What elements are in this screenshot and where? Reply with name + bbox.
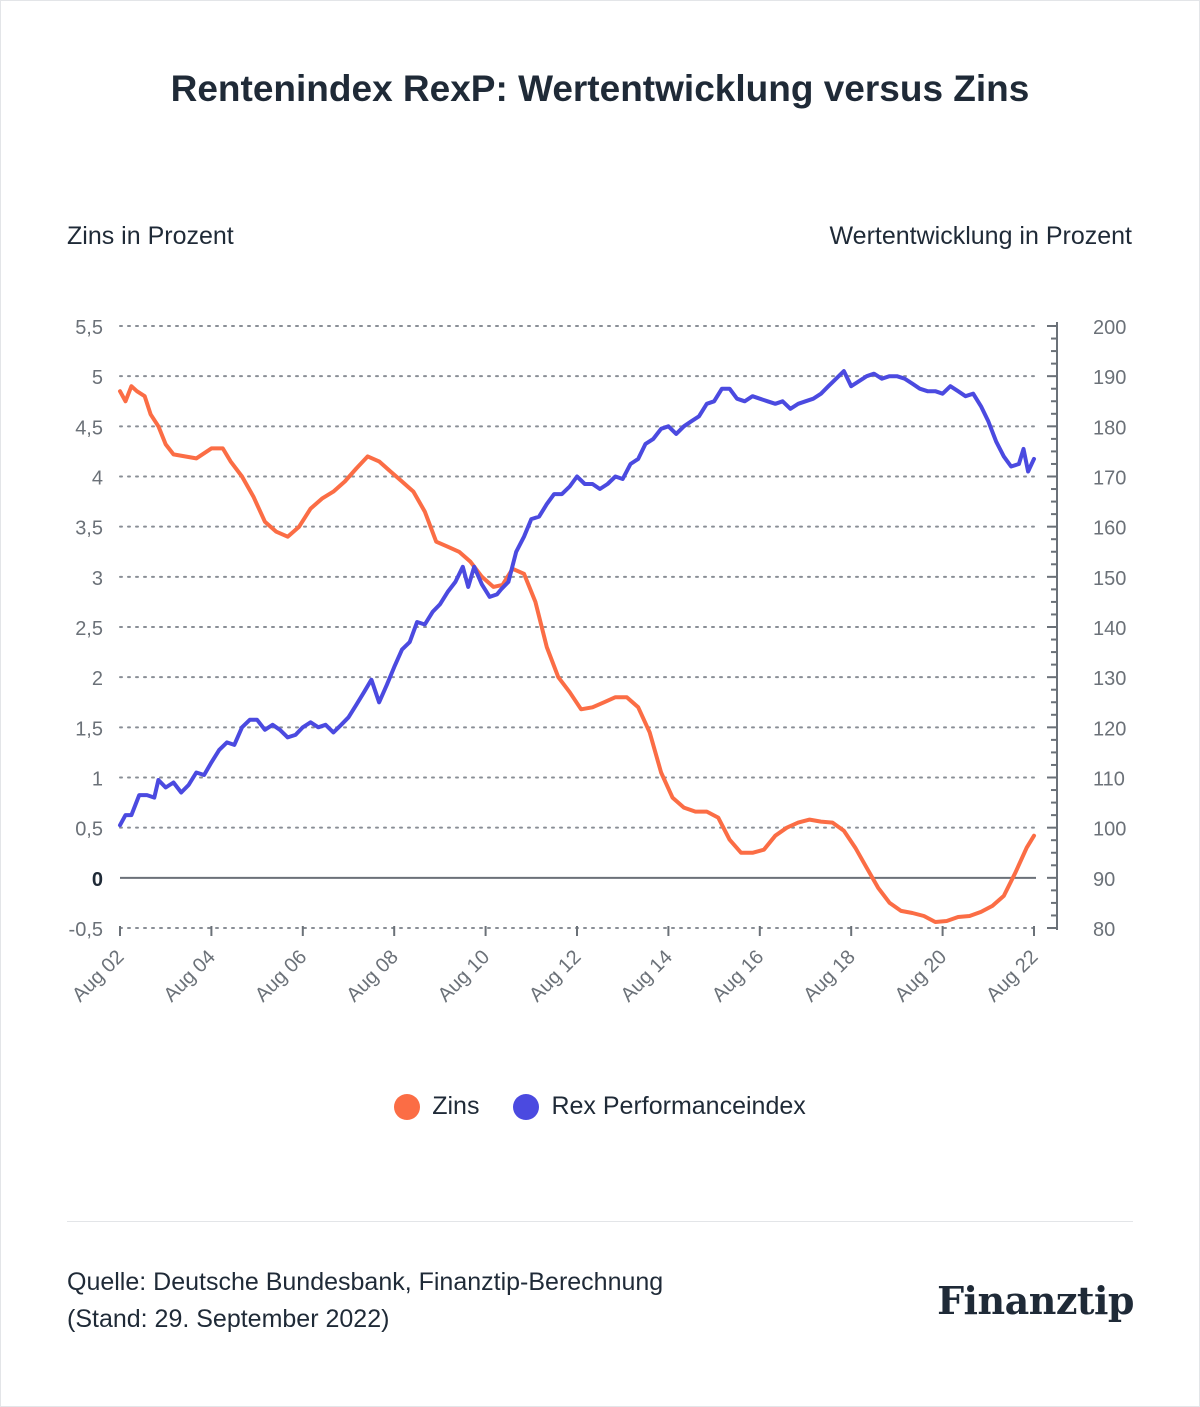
x-tick-label: Aug 04 [160, 946, 220, 1006]
legend: Zins Rex Performanceindex [0, 1092, 1200, 1121]
y-tick-label-left: 3,5 [75, 518, 103, 540]
footer-divider [67, 1221, 1133, 1222]
y-tick-label-left: -0,5 [69, 919, 103, 941]
source-line-2: (Stand: 29. September 2022) [67, 1305, 390, 1333]
source-note: Quelle: Deutsche Bundesbank, Finanztip-B… [67, 1264, 663, 1338]
x-tick-label: Aug 18 [799, 946, 859, 1006]
y-tick-label-left: 1,5 [75, 718, 103, 740]
y-tick-label-right: 100 [1093, 819, 1126, 841]
chart-title: Rentenindex RexP: Wertentwicklung versus… [170, 68, 1030, 109]
y-tick-label-right: 130 [1093, 668, 1126, 690]
x-tick-label: Aug 08 [342, 946, 402, 1006]
y-tick-label-left: 0 [92, 869, 103, 891]
x-tick-label: Aug 02 [68, 946, 128, 1006]
y-tick-label-left: 4 [92, 468, 103, 490]
y-tick-label-right: 120 [1093, 718, 1126, 740]
y-tick-label-right: 200 [1093, 317, 1126, 339]
y-tick-label-left: 2,5 [75, 618, 103, 640]
x-tick-label: Aug 14 [617, 946, 677, 1006]
rex-series-line [118, 369, 1036, 828]
y-tick-label-right: 80 [1093, 919, 1115, 941]
y-tick-label-left: 5,5 [75, 317, 103, 339]
y-tick-label-left: 2 [92, 668, 103, 690]
x-tick-label: Aug 06 [251, 946, 311, 1006]
y-tick-label-right: 170 [1093, 468, 1126, 490]
y-tick-label-right: 110 [1093, 769, 1125, 791]
y-tick-label-left: 0,5 [75, 819, 103, 841]
y-tick-label-right: 160 [1093, 518, 1126, 540]
left-axis-title: Zins in Prozent [67, 222, 234, 250]
y-tick-label-left: 1 [92, 769, 103, 791]
x-tick-label: Aug 20 [891, 946, 951, 1006]
zins-series-line [118, 384, 1036, 924]
y-tick-label-left: 3 [92, 568, 103, 590]
y-tick-label-right: 140 [1093, 618, 1126, 640]
legend-dot-zins [394, 1093, 421, 1120]
x-tick-label: Aug 10 [434, 946, 494, 1006]
y-tick-label-left: 4,5 [75, 417, 103, 439]
finanztip-logo: Finanztip [937, 1278, 1134, 1323]
y-tick-label-right: 90 [1093, 869, 1115, 891]
x-tick-label: Aug 12 [525, 946, 585, 1006]
legend-label-rex: Rex Performanceindex [551, 1092, 806, 1120]
legend-item-rex[interactable]: Rex Performanceindex [513, 1092, 806, 1121]
legend-label-zins: Zins [432, 1092, 480, 1120]
legend-dot-rex [513, 1093, 540, 1120]
y-tick-label-right: 150 [1093, 568, 1126, 590]
x-tick-label: Aug 16 [708, 946, 768, 1006]
right-axis-title: Wertentwicklung in Prozent [829, 222, 1132, 250]
line-chart: 5,5 5 4,5 4 3,5 3 2,5 2 1,5 1 0,5 0 -0,5 200 190 180 170… [68, 317, 1126, 1006]
x-tick-label: Aug 22 [982, 946, 1042, 1006]
y-tick-label-right: 180 [1093, 417, 1126, 439]
y-tick-label-left: 5 [92, 367, 103, 389]
source-line-1: Quelle: Deutsche Bundesbank, Finanztip-B… [67, 1268, 664, 1296]
legend-item-zins[interactable]: Zins [394, 1092, 479, 1121]
y-tick-label-right: 190 [1093, 367, 1126, 389]
